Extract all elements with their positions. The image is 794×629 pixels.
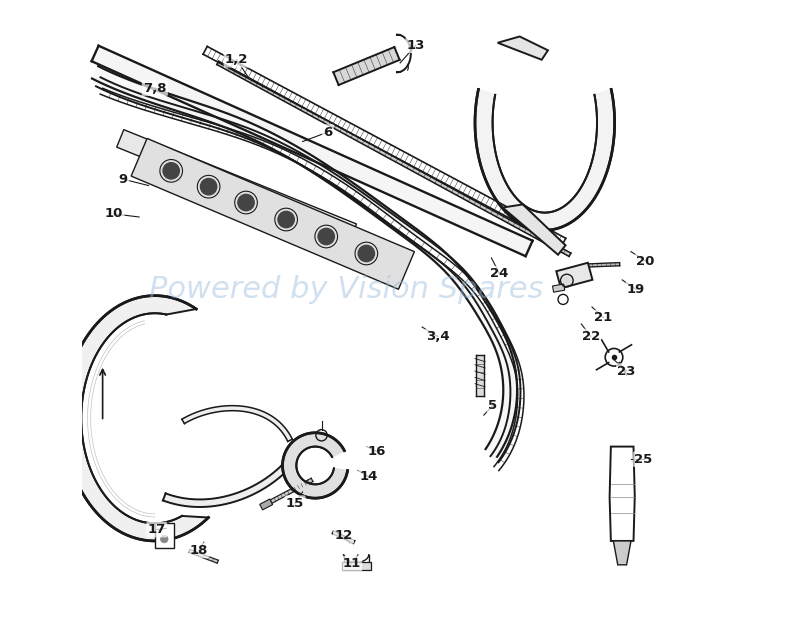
Text: 14: 14 bbox=[360, 470, 378, 483]
Polygon shape bbox=[476, 355, 484, 396]
Text: 22: 22 bbox=[582, 330, 599, 343]
Polygon shape bbox=[475, 89, 615, 230]
Polygon shape bbox=[131, 138, 414, 289]
Text: 23: 23 bbox=[618, 365, 636, 377]
Circle shape bbox=[200, 179, 217, 195]
Polygon shape bbox=[503, 204, 565, 255]
Text: 21: 21 bbox=[594, 311, 612, 324]
Polygon shape bbox=[217, 61, 571, 257]
Polygon shape bbox=[100, 88, 524, 470]
Polygon shape bbox=[341, 562, 371, 570]
Polygon shape bbox=[267, 478, 313, 505]
Text: 11: 11 bbox=[342, 557, 360, 570]
Text: 10: 10 bbox=[105, 208, 123, 220]
Circle shape bbox=[160, 535, 168, 543]
Text: 12: 12 bbox=[334, 530, 353, 542]
Polygon shape bbox=[64, 296, 209, 541]
Polygon shape bbox=[163, 466, 287, 507]
Polygon shape bbox=[332, 531, 355, 543]
Polygon shape bbox=[588, 263, 620, 267]
Polygon shape bbox=[333, 47, 399, 85]
Text: 25: 25 bbox=[634, 453, 653, 465]
Text: 9: 9 bbox=[119, 173, 128, 186]
Polygon shape bbox=[614, 541, 631, 565]
Polygon shape bbox=[91, 46, 533, 256]
Polygon shape bbox=[498, 36, 548, 60]
Polygon shape bbox=[203, 47, 566, 246]
Circle shape bbox=[238, 194, 254, 211]
Text: 17: 17 bbox=[148, 523, 166, 536]
Circle shape bbox=[163, 163, 179, 179]
Polygon shape bbox=[557, 263, 592, 288]
Polygon shape bbox=[610, 447, 634, 541]
Circle shape bbox=[563, 277, 571, 284]
Text: 15: 15 bbox=[286, 497, 304, 509]
Polygon shape bbox=[96, 77, 521, 462]
Polygon shape bbox=[189, 550, 218, 563]
Polygon shape bbox=[155, 523, 174, 548]
Text: 6: 6 bbox=[323, 126, 333, 138]
Circle shape bbox=[358, 245, 375, 262]
Text: 3,4: 3,4 bbox=[426, 330, 449, 343]
Text: 7,8: 7,8 bbox=[143, 82, 167, 94]
Polygon shape bbox=[553, 284, 565, 292]
Text: 20: 20 bbox=[636, 255, 654, 267]
Polygon shape bbox=[283, 433, 348, 498]
Text: 13: 13 bbox=[407, 39, 425, 52]
Polygon shape bbox=[182, 406, 292, 442]
Polygon shape bbox=[92, 66, 517, 457]
Text: 24: 24 bbox=[491, 267, 509, 280]
Text: 18: 18 bbox=[190, 544, 208, 557]
Text: Powered by Vision Spares: Powered by Vision Spares bbox=[149, 275, 544, 304]
Circle shape bbox=[318, 228, 334, 245]
Text: 1,2: 1,2 bbox=[225, 53, 249, 66]
Text: 5: 5 bbox=[488, 399, 497, 412]
Text: 16: 16 bbox=[368, 445, 386, 458]
Text: 19: 19 bbox=[627, 283, 646, 296]
Circle shape bbox=[278, 211, 295, 228]
Polygon shape bbox=[260, 499, 272, 510]
Polygon shape bbox=[117, 130, 357, 242]
